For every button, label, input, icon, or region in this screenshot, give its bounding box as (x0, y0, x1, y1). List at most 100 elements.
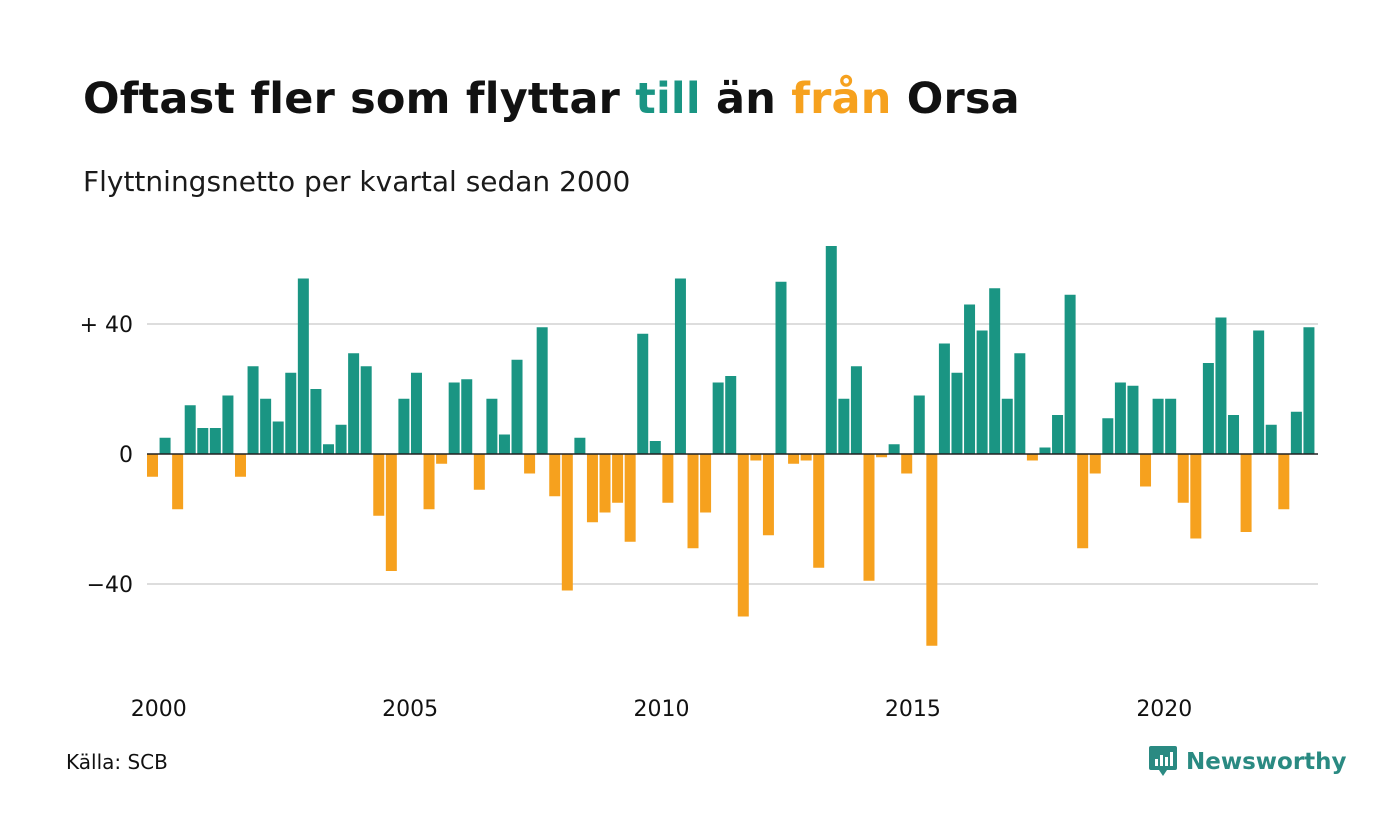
bar (838, 398, 850, 454)
bar (1228, 415, 1240, 454)
bar (172, 454, 184, 510)
bar (813, 454, 825, 568)
bar (360, 366, 372, 454)
bar (1152, 398, 1164, 454)
bar (1190, 454, 1202, 539)
brand-name: Newsworthy (1186, 749, 1347, 775)
bar (913, 395, 925, 454)
bar (637, 333, 649, 454)
bar (222, 395, 234, 454)
bar (423, 454, 435, 510)
title-part1: Oftast fler som flyttar (83, 74, 636, 124)
chart-subtitle: Flyttningsnetto per kvartal sedan 2000 (83, 165, 631, 198)
bar (1202, 363, 1214, 454)
bar (1240, 454, 1252, 532)
bar (725, 376, 737, 454)
source-note: Källa: SCB (66, 750, 168, 774)
bar (687, 454, 699, 549)
bar (1001, 398, 1013, 454)
bar (586, 454, 598, 523)
bar (649, 441, 661, 454)
y-tick-label: −40 (87, 573, 133, 598)
bar (1290, 411, 1302, 454)
bar (385, 454, 397, 571)
bar (888, 444, 900, 454)
bar (1303, 327, 1315, 454)
bar (1039, 447, 1051, 454)
bar (775, 281, 787, 454)
ticks-layer: + 40 0 −40 2000 2005 2010 2015 2020 (80, 313, 1193, 722)
title-part5: Orsa (891, 74, 1020, 124)
bar (536, 327, 548, 454)
bar (976, 330, 988, 454)
chart-title: Oftast fler som flyttar till än från Ors… (83, 74, 1020, 124)
bar (549, 454, 561, 497)
bar (901, 454, 913, 474)
bar (1127, 385, 1139, 454)
bar (788, 454, 800, 464)
bar (938, 343, 950, 454)
bar (951, 372, 963, 454)
x-tick-label: 2000 (131, 697, 187, 722)
bar (297, 278, 309, 454)
bar (1215, 317, 1227, 454)
bar (197, 428, 209, 454)
bar (1052, 415, 1064, 454)
title-till: till (635, 74, 701, 124)
bar (1014, 353, 1026, 454)
bar (373, 454, 385, 516)
bars-layer (147, 246, 1315, 646)
bar (285, 372, 297, 454)
newsworthy-icon (1149, 746, 1177, 776)
bar (272, 421, 284, 454)
title-fran: från (791, 74, 892, 124)
x-tick-label: 2005 (382, 697, 438, 722)
bar (1140, 454, 1152, 487)
bar (700, 454, 712, 513)
bar (310, 389, 322, 454)
bar (1114, 382, 1126, 454)
bar (825, 246, 837, 454)
bar (260, 398, 272, 454)
bar (410, 372, 422, 454)
bar (674, 278, 686, 454)
y-tick-label: + 40 (80, 313, 133, 338)
bar (234, 454, 246, 477)
bar (1253, 330, 1265, 454)
bar (850, 366, 862, 454)
bar (1077, 454, 1089, 549)
x-tick-label: 2010 (634, 697, 690, 722)
bar (461, 379, 473, 454)
bar (473, 454, 485, 490)
bar (448, 382, 460, 454)
bar (398, 398, 410, 454)
bar (1064, 294, 1076, 454)
bar (662, 454, 674, 503)
bar (348, 353, 360, 454)
bar (1026, 454, 1038, 461)
bar (624, 454, 636, 542)
bar (599, 454, 611, 513)
title-part3: än (700, 74, 792, 124)
bar (184, 405, 196, 454)
bar (209, 428, 221, 454)
bar (524, 454, 536, 474)
bar (335, 424, 347, 454)
bar (159, 437, 171, 454)
bar (147, 454, 158, 477)
x-tick-label: 2020 (1136, 697, 1192, 722)
grid-layer (147, 323, 1318, 585)
bar (800, 454, 812, 461)
bar (926, 454, 938, 646)
bar (712, 382, 724, 454)
bar (612, 454, 624, 503)
brand-logo: Newsworthy (1148, 744, 1347, 780)
bar (1102, 418, 1114, 454)
bar (574, 437, 586, 454)
bar (486, 398, 498, 454)
bar (561, 454, 573, 591)
y-tick-label: 0 (119, 443, 133, 468)
bar (964, 304, 976, 454)
bar (876, 454, 888, 458)
